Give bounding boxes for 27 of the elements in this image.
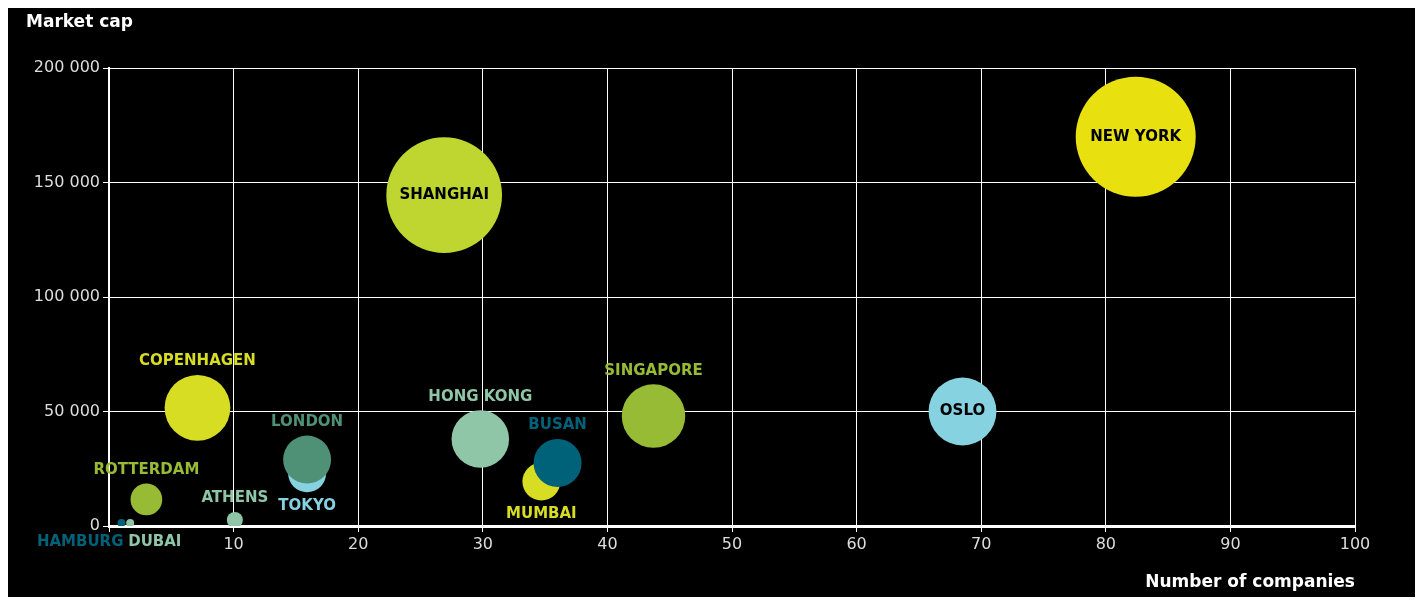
series-label: HAMBURG	[36, 532, 124, 551]
x-axis-title: Number of companies	[1145, 571, 1355, 592]
x-tick-label: 60	[846, 533, 867, 553]
series-label: NEW YORK	[1090, 126, 1183, 145]
y-axis-title: Market cap	[26, 10, 133, 31]
x-tick-label: 20	[348, 533, 369, 553]
series-label: BUSAN	[528, 415, 587, 434]
series-label: DUBAI	[128, 532, 182, 551]
x-tick-label: 40	[597, 533, 618, 553]
x-tick-label: 80	[1095, 533, 1116, 553]
series-label: MUMBAI	[506, 503, 577, 522]
x-tick-label: 30	[472, 533, 493, 553]
series-label: HONG KONG	[428, 386, 533, 405]
series-label: OSLO	[939, 401, 986, 420]
x-tick-label: 70	[971, 533, 992, 553]
x-tick-label: 10	[223, 533, 244, 553]
y-tick-label: 100 000	[33, 286, 100, 306]
x-tick-label: 90	[1220, 533, 1241, 553]
series-label: TOKYO	[278, 495, 336, 514]
y-tick-label: 150 000	[33, 171, 100, 191]
series-label: SHANGHAI	[399, 184, 489, 203]
x-tick-label: 100	[1339, 533, 1371, 553]
y-tick-label: 0	[89, 515, 100, 535]
x-tick-label: 50	[721, 533, 743, 553]
series-label: LONDON	[271, 411, 344, 430]
y-tick-label: 50 000	[44, 400, 100, 420]
y-tick-label: 200 000	[33, 57, 100, 77]
